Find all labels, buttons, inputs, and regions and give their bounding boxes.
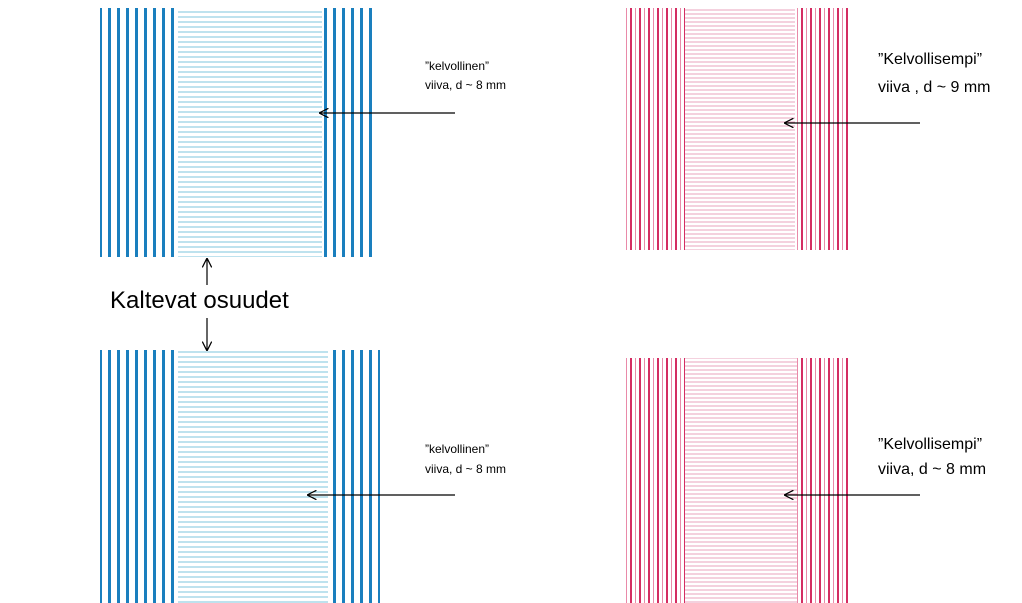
annotation-line2: viiva, d ~ 8 mm (878, 461, 986, 478)
annotation-line1: ”Kelvollisempi” (878, 51, 982, 68)
center-label: Kaltevat osuudet (110, 287, 289, 314)
hatch (685, 8, 795, 250)
annotation-line1: ”Kelvollisempi” (878, 436, 982, 453)
figure: ”kelvollinen” viiva, d ~ 8 mm ”Kelvollis… (0, 0, 1022, 603)
annotation-line1: ”kelvollinen” (425, 442, 489, 456)
panel-top-right (625, 8, 849, 250)
stripes (795, 8, 849, 250)
stripes (100, 8, 178, 257)
stripes (322, 8, 377, 257)
annotation-line1: ”kelvollinen” (425, 59, 489, 73)
panel-bottom-left (100, 350, 380, 603)
hatch (685, 358, 797, 603)
panel-bottom-right (625, 358, 850, 603)
stripes (328, 350, 380, 603)
annotation-line2: viiva, d ~ 8 mm (425, 78, 506, 92)
stripes (625, 358, 685, 603)
annotation-line2: viiva, d ~ 8 mm (425, 462, 506, 476)
stripes (797, 358, 850, 603)
hatch (178, 8, 322, 257)
stripes (100, 350, 178, 603)
hatch (178, 350, 328, 603)
page: ”kelvollinen” viiva, d ~ 8 mm ”Kelvollis… (0, 0, 1022, 603)
annotation-line2: viiva , d ~ 9 mm (878, 79, 990, 96)
panel-top-left (100, 8, 377, 257)
stripes (625, 8, 685, 250)
